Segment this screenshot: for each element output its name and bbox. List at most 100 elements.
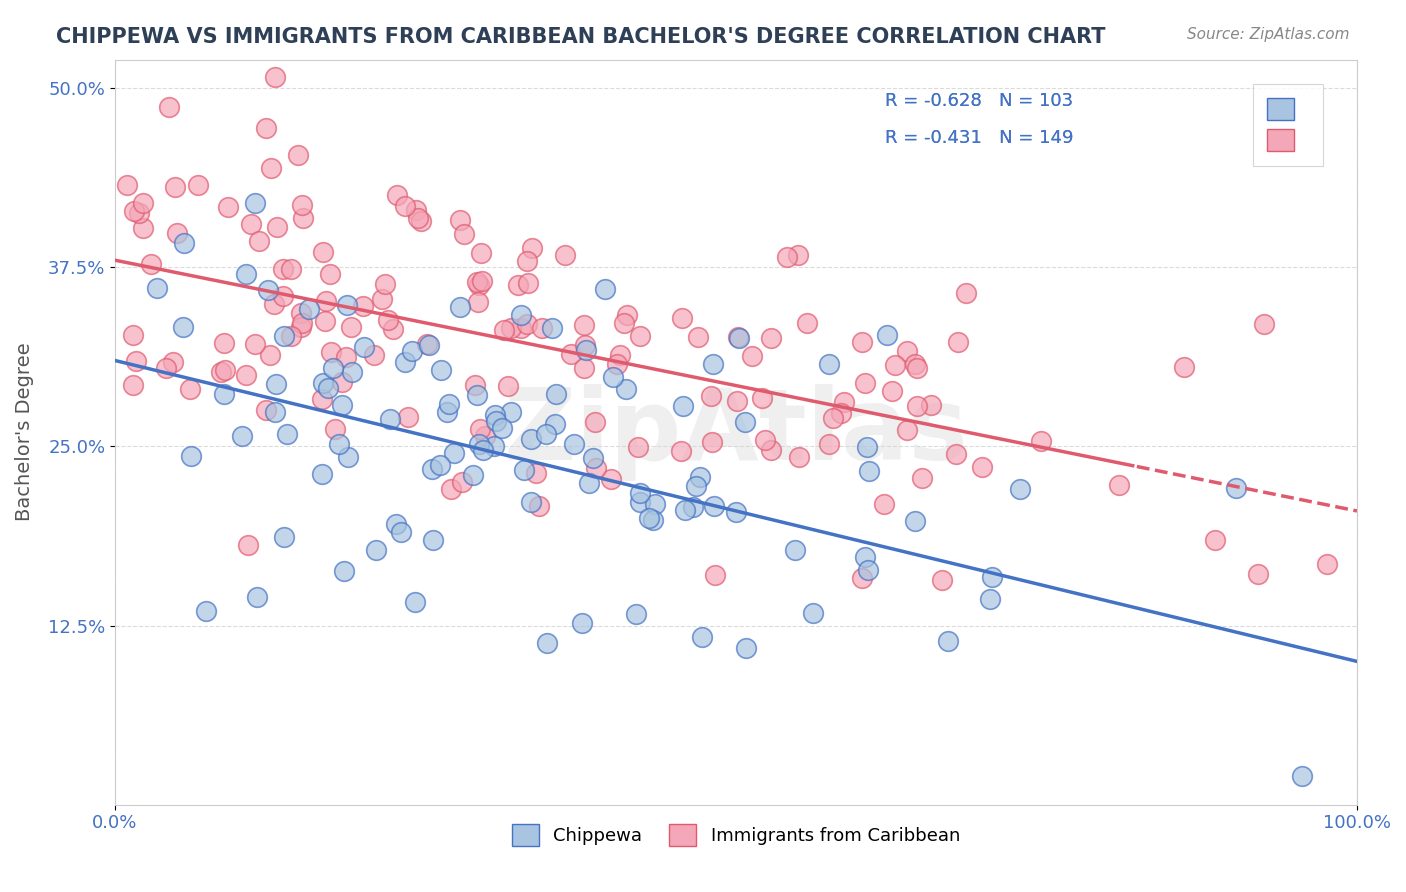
Point [689, 469, 711, 483]
Point [280, 328, 302, 343]
Point [401, 343, 423, 358]
Point [856, 563, 879, 577]
Point [1108, 478, 1130, 492]
Point [910, 471, 932, 485]
Point [801, 607, 824, 621]
Point [374, 277, 396, 291]
Point [498, 379, 520, 393]
Point [856, 440, 879, 454]
Point [599, 472, 621, 486]
Point [429, 458, 451, 473]
Point [682, 500, 704, 515]
Point [337, 450, 360, 465]
Point [783, 543, 806, 558]
Point [787, 450, 810, 464]
Point [1225, 481, 1247, 495]
Point [727, 331, 749, 345]
Point [686, 330, 709, 344]
Point [173, 235, 195, 250]
Point [339, 320, 361, 334]
Point [378, 412, 401, 426]
Point [583, 415, 606, 429]
Point [443, 446, 465, 460]
Point [122, 203, 145, 218]
Point [260, 161, 283, 175]
Point [461, 468, 484, 483]
Point [382, 322, 405, 336]
Point [418, 338, 440, 352]
Point [470, 245, 492, 260]
Point [291, 316, 314, 330]
Point [209, 365, 232, 379]
Point [904, 514, 927, 528]
Point [554, 248, 576, 262]
Point [727, 330, 749, 344]
Point [1204, 533, 1226, 548]
Point [235, 368, 257, 383]
Point [406, 211, 429, 226]
Point [409, 214, 432, 228]
Point [291, 198, 314, 212]
Point [904, 357, 927, 371]
Point [436, 405, 458, 419]
Point [239, 217, 262, 231]
Point [574, 338, 596, 352]
Point [823, 410, 845, 425]
Point [883, 358, 905, 372]
Point [830, 406, 852, 420]
Point [332, 398, 354, 412]
Point [628, 485, 651, 500]
Point [873, 497, 896, 511]
Point [571, 615, 593, 630]
Point [352, 299, 374, 313]
Point [449, 212, 471, 227]
Point [671, 310, 693, 325]
Point [187, 178, 209, 192]
Point [246, 590, 269, 604]
Point [231, 429, 253, 443]
Point [702, 357, 724, 371]
Point [628, 495, 651, 509]
Point [776, 250, 799, 264]
Point [1029, 434, 1052, 448]
Point [494, 323, 516, 337]
Point [609, 348, 631, 362]
Point [323, 422, 346, 436]
Point [560, 346, 582, 360]
Point [471, 274, 494, 288]
Text: CHIPPEWA VS IMMIGRANTS FROM CARIBBEAN BACHELOR'S DEGREE CORRELATION CHART: CHIPPEWA VS IMMIGRANTS FROM CARIBBEAN BA… [56, 27, 1105, 46]
Point [385, 516, 408, 531]
Point [314, 313, 336, 327]
Point [217, 200, 239, 214]
Point [1253, 317, 1275, 331]
Point [468, 436, 491, 450]
Point [761, 331, 783, 345]
Point [572, 360, 595, 375]
Point [700, 434, 723, 449]
Point [179, 382, 201, 396]
Point [437, 397, 460, 411]
Point [516, 276, 538, 290]
Text: R = -0.431   N = 149: R = -0.431 N = 149 [884, 128, 1074, 147]
Point [396, 410, 419, 425]
Point [212, 387, 235, 401]
Point [685, 479, 707, 493]
Point [851, 334, 873, 349]
Point [530, 321, 553, 335]
Point [527, 500, 550, 514]
Point [259, 348, 281, 362]
Text: R = -0.431   N = 149: R = -0.431 N = 149 [884, 128, 1074, 147]
Point [243, 336, 266, 351]
Point [315, 293, 337, 308]
Point [638, 511, 661, 525]
Point [509, 308, 531, 322]
Point [271, 289, 294, 303]
Point [754, 434, 776, 448]
Point [420, 462, 443, 476]
Point [624, 607, 647, 621]
Point [534, 427, 557, 442]
Point [263, 296, 285, 310]
Point [818, 357, 841, 371]
Point [703, 499, 725, 513]
Point [312, 245, 335, 260]
